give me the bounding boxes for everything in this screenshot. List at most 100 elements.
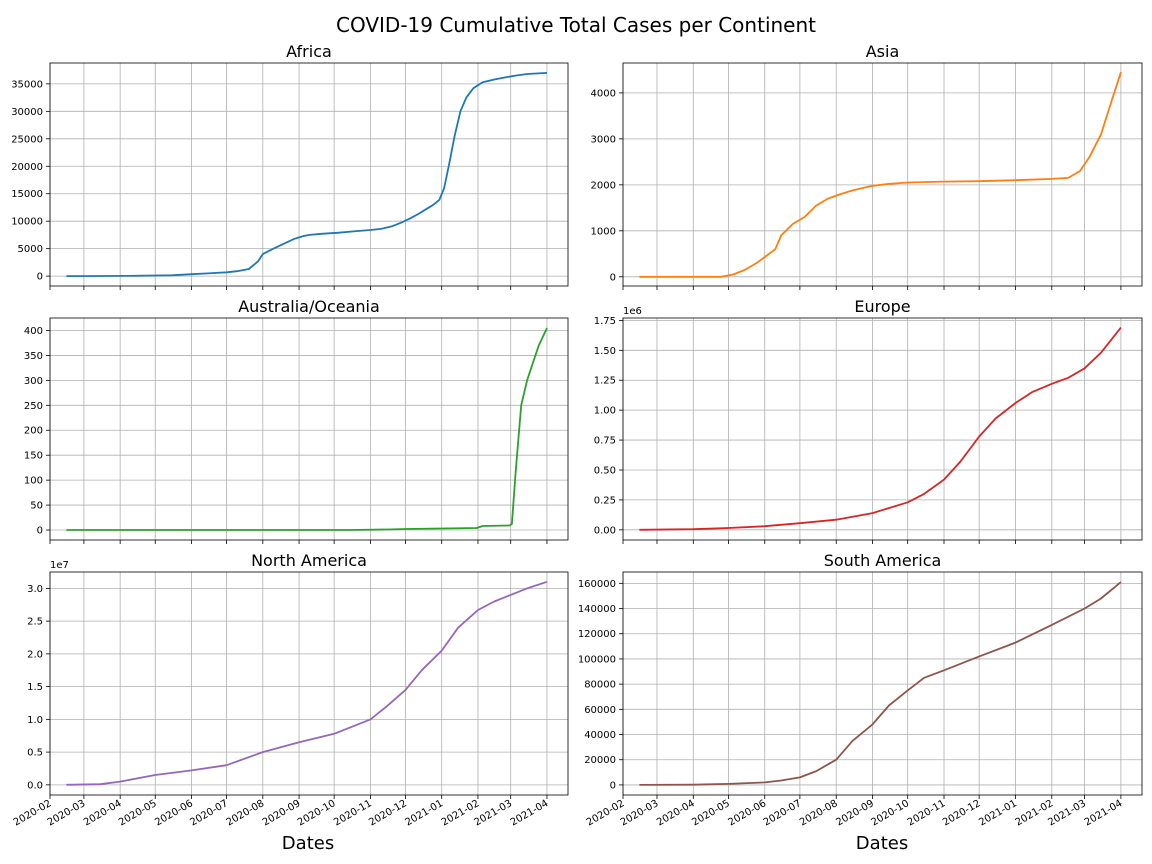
y-tick-label: 0 — [610, 780, 616, 791]
y-tick-label: 0.25 — [594, 495, 616, 506]
x-tick-label: 2021-04 — [509, 798, 551, 828]
subplot-title: Africa — [286, 42, 332, 61]
y-tick-label: 0 — [37, 526, 43, 537]
y-tick-label: 100000 — [578, 654, 616, 665]
panel-3: 0 50 100 150 200 250 300 350 400 Australia/Oceani… — [24, 297, 569, 544]
axes-frame — [622, 317, 1143, 541]
x-tick-label: 2020-11 — [332, 798, 374, 828]
x-tick-label: 2021-03 — [1046, 798, 1088, 828]
y-tick-label: 30000 — [11, 107, 43, 118]
y-tick-label: 0 — [610, 272, 616, 283]
x-tick-label: 2020-06 — [727, 798, 769, 828]
y-tick-label: 60000 — [584, 705, 616, 716]
y-tick-label: 80000 — [584, 680, 616, 691]
y-tick-label: 160000 — [578, 579, 616, 590]
y-tick-label: 250 — [24, 401, 43, 412]
y-tick-label: 20000 — [11, 162, 43, 173]
y-tick-label: 35000 — [11, 79, 43, 90]
x-tick-label: 2021-03 — [473, 798, 515, 828]
axes-frame — [622, 62, 1143, 287]
y-tick-label: 1.75 — [594, 316, 616, 327]
panel-6: 2020-022020-032020-042020-052020-062020-… — [578, 551, 1143, 828]
series-line — [639, 327, 1122, 531]
y-tick-label: 10000 — [11, 217, 43, 228]
x-tick-label: 2020-09 — [261, 798, 303, 828]
x-tick-label: 2020-05 — [690, 798, 732, 828]
y-tick-label: 0.5 — [27, 748, 43, 759]
x-tick-label: 2020-03 — [46, 798, 88, 828]
x-tick-label: 2021-01 — [977, 798, 1019, 828]
y-tick-label: 400 — [24, 326, 43, 337]
subplot-title: Australia/Oceania — [238, 297, 380, 316]
y-tick-label: 140000 — [578, 604, 616, 615]
y-tick-label: 1.50 — [594, 346, 616, 357]
x-tick-label: 2020-08 — [225, 798, 267, 828]
y-tick-label: 100 — [24, 476, 43, 487]
y-tick-label: 2.5 — [27, 617, 43, 628]
x-tick-label: 2020-10 — [296, 798, 338, 828]
series-line — [639, 71, 1122, 278]
x-tick-label: 2020-06 — [153, 798, 195, 828]
x-tick-label: 2020-03 — [619, 798, 661, 828]
y-tick-label: 0.50 — [594, 465, 616, 476]
panel-4: 0.00 0.25 0.50 0.75 1.00 1.25 1.50 1.75 Europe 1e… — [594, 297, 1143, 544]
panel-2: 0 1000 2000 3000 4000 Asia — [591, 42, 1143, 290]
axes-frame — [49, 62, 569, 287]
y-tick-label: 2000 — [591, 180, 616, 191]
y-tick-label: 1.00 — [594, 406, 616, 417]
x-tick-label: 2020-12 — [941, 798, 983, 828]
y-tick-label: 20000 — [584, 755, 616, 766]
x-tick-label: 2020-04 — [82, 798, 124, 828]
y-tick-label: 0.00 — [594, 525, 616, 536]
y-tick-label: 1.25 — [594, 376, 616, 387]
subplot-title: Europe — [854, 297, 910, 316]
series-line — [66, 580, 548, 786]
x-tick-label: 2020-07 — [762, 798, 804, 828]
axes-frame — [622, 571, 1143, 796]
y-tick-label: 120000 — [578, 629, 616, 640]
x-axis-label-left: Dates — [282, 833, 334, 854]
y-offset-label: 1e6 — [623, 306, 642, 317]
x-tick-label: 2020-12 — [367, 798, 409, 828]
y-tick-label: 50 — [30, 501, 43, 512]
series-line — [66, 72, 548, 278]
x-tick-label: 2020-02 — [12, 798, 54, 828]
y-tick-label: 15000 — [11, 189, 43, 200]
y-tick-label: 300 — [24, 376, 43, 387]
y-tick-label: 1.0 — [27, 715, 43, 726]
x-tick-label: 2020-05 — [117, 798, 159, 828]
axes-frame — [49, 571, 569, 796]
subplot-title: North America — [251, 551, 367, 570]
y-tick-label: 3000 — [591, 134, 616, 145]
series-line — [639, 581, 1122, 786]
y-tick-label: 0 — [37, 272, 43, 283]
y-tick-label: 25000 — [11, 134, 43, 145]
figure-title: COVID-19 Cumulative Total Cases per Cont… — [336, 13, 816, 37]
y-tick-label: 350 — [24, 351, 43, 362]
x-axis-label-right: Dates — [856, 833, 908, 854]
subplot-title: Asia — [866, 42, 900, 61]
x-tick-label: 2020-04 — [655, 798, 697, 828]
y-tick-label: 150 — [24, 451, 43, 462]
x-tick-label: 2020-07 — [188, 798, 230, 828]
y-tick-label: 40000 — [584, 730, 616, 741]
y-tick-label: 200 — [24, 426, 43, 437]
panel-5: 2020-022020-032020-042020-052020-062020-… — [12, 551, 569, 828]
y-tick-label: 3.0 — [27, 584, 43, 595]
y-offset-label: 1e7 — [50, 560, 69, 571]
x-tick-label: 2020-11 — [906, 798, 948, 828]
x-tick-label: 2020-09 — [834, 798, 876, 828]
axes-frame — [49, 317, 569, 541]
y-tick-label: 0.75 — [594, 436, 616, 447]
y-tick-label: 1000 — [591, 226, 616, 237]
y-tick-label: 5000 — [18, 244, 43, 255]
x-tick-label: 2021-04 — [1083, 798, 1125, 828]
y-tick-label: 0.0 — [27, 780, 43, 791]
x-tick-label: 2021-01 — [404, 798, 446, 828]
series-line — [66, 327, 548, 531]
subplot-title: South America — [824, 551, 942, 570]
panel-1: 0 5000 10000 15000 20000 25000 30000 35000 Afric… — [11, 42, 569, 290]
x-tick-label: 2020-10 — [869, 798, 911, 828]
y-tick-label: 1.5 — [27, 682, 43, 693]
